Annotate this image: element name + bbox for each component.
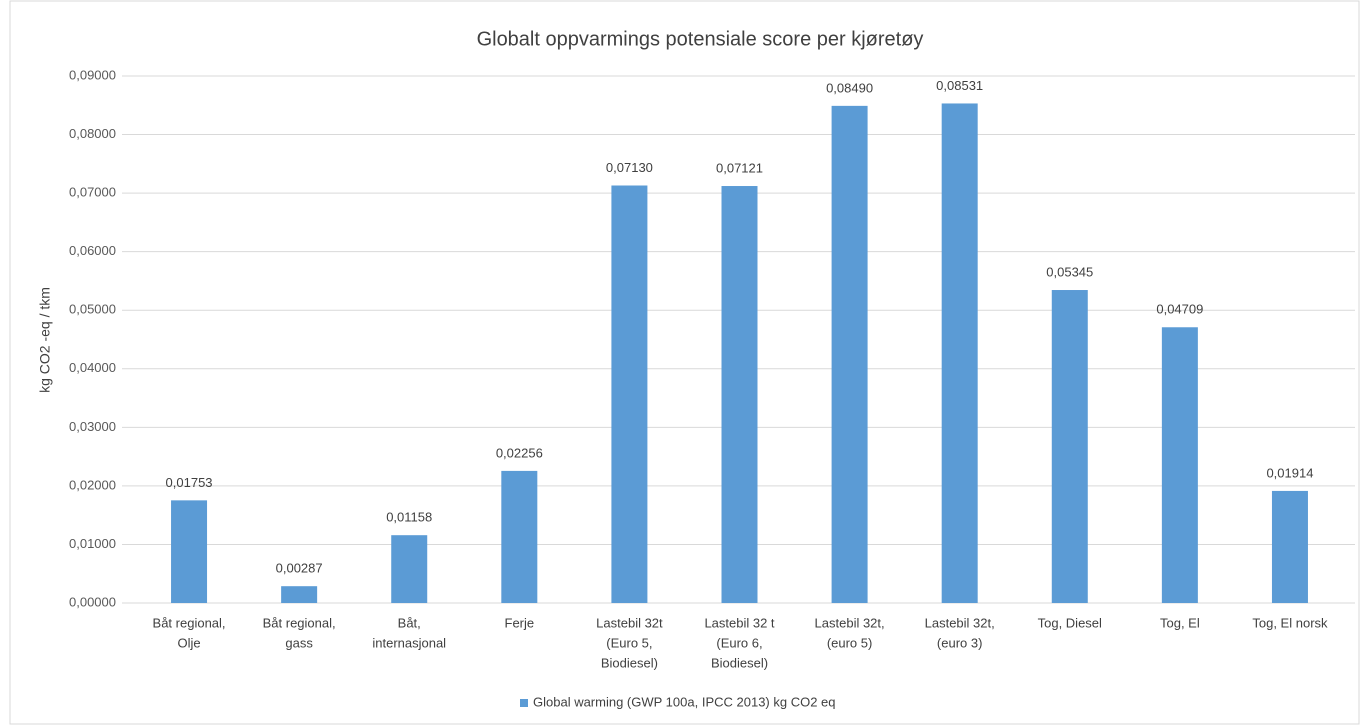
data-label: 0,04709 xyxy=(1156,302,1203,317)
bar xyxy=(831,105,868,603)
data-label: 0,07121 xyxy=(716,160,763,175)
x-tick-label: Båt regional, xyxy=(153,615,226,630)
y-tick-label: 0,08000 xyxy=(69,126,116,141)
data-label: 0,08531 xyxy=(936,78,983,93)
legend-label: Global warming (GWP 100a, IPCC 2013) kg … xyxy=(533,694,836,709)
x-tick-label: Olje xyxy=(177,635,200,650)
y-tick-label: 0,07000 xyxy=(69,185,116,200)
bar xyxy=(501,470,538,603)
bar xyxy=(1271,490,1308,603)
x-tick-label: Biodiesel) xyxy=(711,655,768,670)
legend-swatch xyxy=(520,699,528,707)
x-tick-label: Tog, El norsk xyxy=(1252,615,1328,630)
y-axis-label: kg CO2 -eq / tkm xyxy=(37,287,53,393)
x-tick-label: Båt regional, xyxy=(263,615,336,630)
y-tick-label: 0,01000 xyxy=(69,536,116,551)
bar xyxy=(611,185,648,603)
x-tick-label: Tog, El xyxy=(1160,615,1200,630)
x-tick-label: Lastebil 32t, xyxy=(925,615,995,630)
y-tick-label: 0,04000 xyxy=(69,360,116,375)
x-tick-label: gass xyxy=(285,635,313,650)
data-label: 0,00287 xyxy=(276,561,323,576)
x-tick-label: Lastebil 32t xyxy=(596,615,663,630)
y-tick-label: 0,05000 xyxy=(69,302,116,317)
x-tick-label: (Euro 5, xyxy=(606,635,652,650)
x-tick-label: Biodiesel) xyxy=(601,655,658,670)
x-tick-label: Ferje xyxy=(505,615,535,630)
data-label: 0,08490 xyxy=(826,80,873,95)
y-tick-label: 0,00000 xyxy=(69,594,116,609)
data-label: 0,01753 xyxy=(166,475,213,490)
x-tick-label: (euro 5) xyxy=(827,635,873,650)
x-tick-label: Lastebil 32 t xyxy=(704,615,774,630)
y-tick-label: 0,02000 xyxy=(69,477,116,492)
x-tick-label: (Euro 6, xyxy=(716,635,762,650)
bar xyxy=(1161,327,1198,603)
bar xyxy=(941,103,978,603)
y-tick-label: 0,03000 xyxy=(69,419,116,434)
bar xyxy=(391,535,428,603)
data-label: 0,07130 xyxy=(606,160,653,175)
y-tick-label: 0,06000 xyxy=(69,243,116,258)
bar xyxy=(721,186,758,604)
data-label: 0,02256 xyxy=(496,445,543,460)
data-label: 0,05345 xyxy=(1046,264,1093,279)
y-tick-label: 0,09000 xyxy=(69,67,116,82)
x-tick-label: Båt, xyxy=(398,615,421,630)
x-tick-label: (euro 3) xyxy=(937,635,983,650)
x-tick-label: internasjonal xyxy=(372,635,446,650)
x-tick-label: Lastebil 32t, xyxy=(815,615,885,630)
chart-title: Globalt oppvarmings potensiale score per… xyxy=(477,28,924,50)
data-label: 0,01158 xyxy=(386,510,432,525)
x-tick-label: Tog, Diesel xyxy=(1038,615,1102,630)
data-label: 0,01914 xyxy=(1266,465,1313,480)
bar xyxy=(171,500,208,603)
bar xyxy=(1051,290,1088,603)
bar xyxy=(281,586,318,603)
